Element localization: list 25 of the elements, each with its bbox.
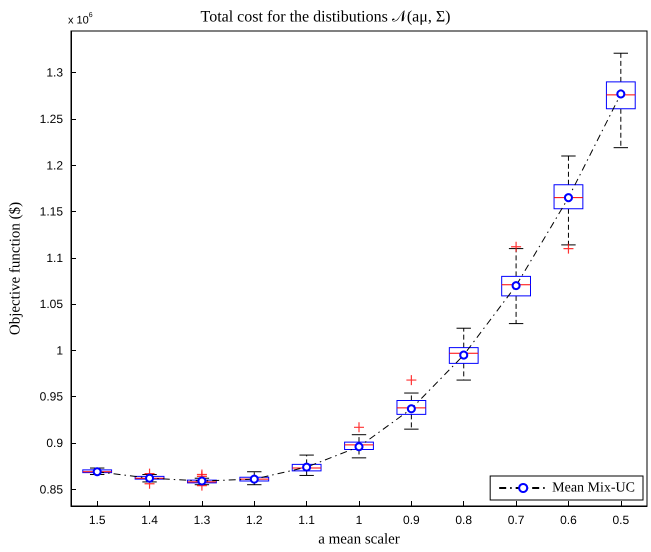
x-tick-label: 0.5 (612, 513, 630, 527)
y-tick-label: 0.85 (40, 482, 64, 496)
y-tick-label: 1.25 (40, 112, 64, 126)
y-tick-label: 0.95 (40, 390, 64, 404)
x-tick-label: 1.4 (141, 513, 158, 527)
y-tick-label: 1.1 (46, 250, 64, 265)
x-tick-label: 1.5 (88, 513, 106, 527)
x-axis-title: a mean scaler (318, 532, 400, 548)
x-tick-label: 0.6 (560, 513, 578, 527)
x-tick-label: 0.9 (403, 513, 420, 527)
x-tick-label: 1.3 (194, 513, 211, 527)
x-tick-label: 0.7 (508, 513, 525, 527)
y-tick-label: 1.05 (40, 297, 64, 312)
y-tick-label: 0.9 (46, 436, 64, 450)
x-tick-label: 1.1 (298, 513, 316, 527)
y-tick-label: 1.3 (46, 66, 64, 80)
y-axis-title: Objective function ($) (8, 202, 24, 336)
y-tick-label: 1.2 (46, 158, 64, 172)
y-tick-label: 1.15 (40, 204, 64, 219)
x-tick-label: 1.2 (246, 513, 263, 527)
legend-label: Mean Mix-UC (552, 480, 636, 496)
chart-title: Total cost for the distibutions 𝒩(aμ, Σ) (200, 8, 450, 26)
y-tick-label: 1 (56, 343, 64, 358)
x-tick-label: 0.8 (455, 513, 472, 527)
x-tick-label: 1 (356, 513, 363, 527)
